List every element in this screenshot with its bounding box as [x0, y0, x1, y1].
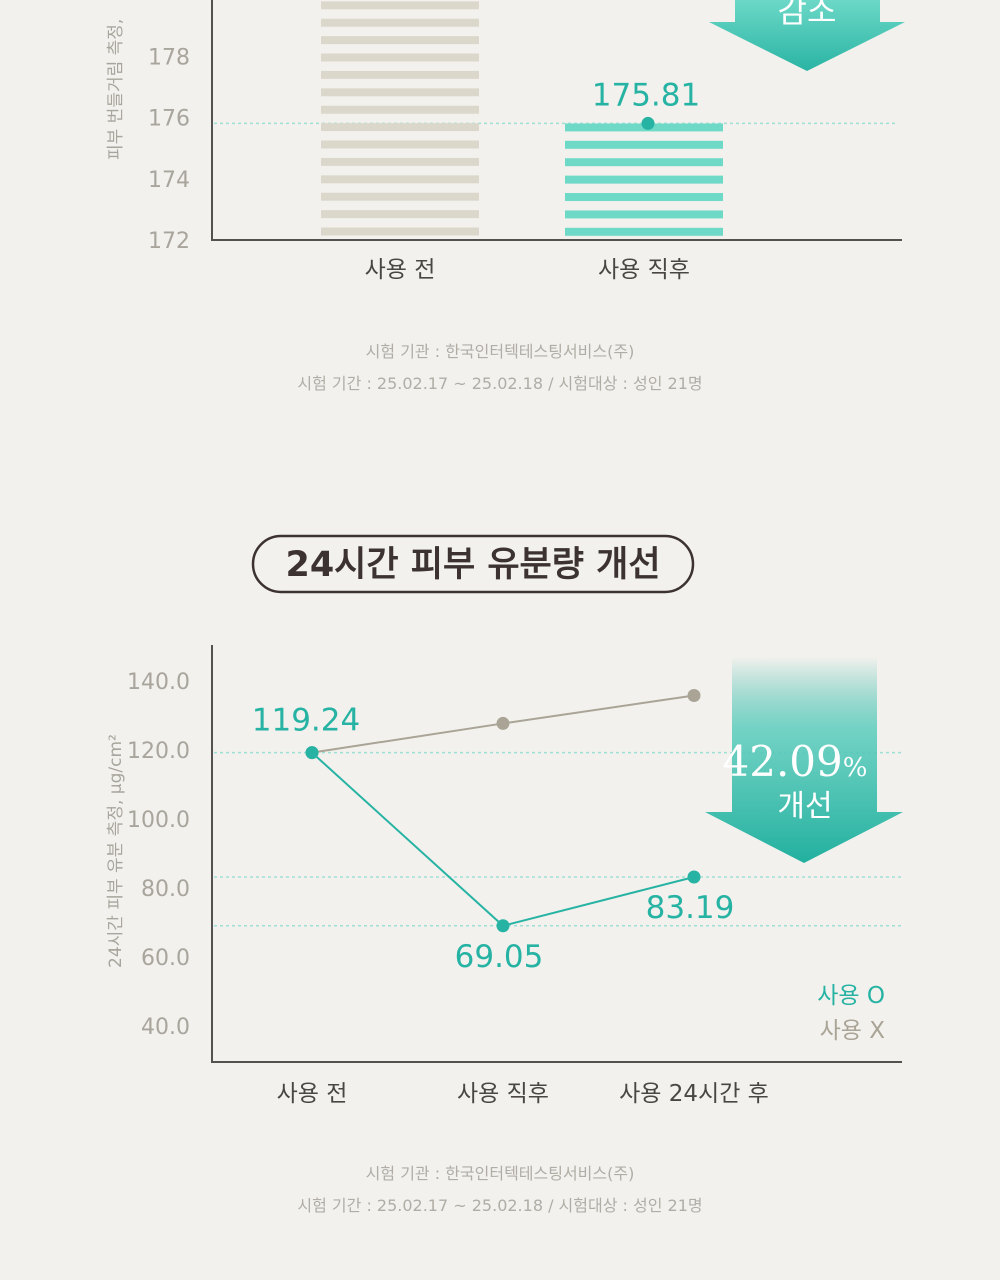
- series-line-0: [311, 751, 695, 927]
- decrease-arrow-icon: [709, 0, 905, 71]
- improvement-label: 개선: [777, 789, 832, 824]
- bar-0: [321, 1, 479, 240]
- y-tick-label: 60.0: [141, 946, 190, 971]
- series-points: [305, 688, 701, 933]
- decrease-arrow: 감소: [709, 0, 905, 71]
- test-institution-note-2: 시험 기관 : 한국인터텍테스팅서비스(주): [366, 1164, 635, 1183]
- title-pill: [251, 534, 695, 594]
- y-tick-label: 40.0: [141, 1015, 190, 1040]
- y-axis-label: 24시간 피부 유분 측정, μg/cm²: [106, 734, 126, 968]
- series-lines: [311, 694, 695, 927]
- chart-title: 24시간 피부 유분량 개선: [285, 545, 660, 585]
- y-axis-ticks: 40.0 60.0 80.0 100.0 120.0 140.0: [127, 670, 190, 1040]
- series-0-point: [305, 746, 319, 760]
- series-1-point: [687, 688, 701, 702]
- y-tick-label: 140.0: [127, 670, 190, 695]
- data-label: 83.19: [646, 890, 735, 926]
- y-tick-label: 176: [148, 107, 190, 132]
- series-0-point: [687, 870, 701, 884]
- improvement-arrow: 42.09% 개선: [705, 657, 903, 863]
- bars: [321, 1, 723, 240]
- y-axis-label: 피부 번들거림 측정,: [106, 19, 126, 160]
- data-labels: 175.81: [592, 77, 700, 130]
- legend: 사용 O 사용 X: [817, 983, 885, 1044]
- y-tick-label: 120.0: [127, 739, 190, 764]
- test-period-note-2: 시험 기간 : 25.02.17 ~ 25.02.18 / 시험대상 : 성인 …: [297, 1196, 702, 1215]
- data-label: 69.05: [455, 939, 544, 975]
- line-chart-oil-24h: 24시간 피부 유분량 개선 40.0 60.0 80.0 100.0 120.0 140…: [106, 534, 903, 1215]
- x-tick-label: 사용 전: [277, 1081, 348, 1107]
- reference-lines: [214, 751, 903, 927]
- series-1-point: [496, 716, 510, 730]
- x-axis-ticks: 사용 전 사용 직후: [365, 257, 690, 283]
- data-point: [641, 116, 655, 130]
- data-label: 175.81: [592, 77, 700, 113]
- data-labels: 119.24 69.05 83.19: [252, 703, 735, 975]
- x-tick-label: 사용 직후: [457, 1081, 549, 1107]
- data-label: 119.24: [252, 703, 360, 739]
- x-tick-label: 사용 전: [365, 257, 436, 283]
- series-0-point: [496, 919, 510, 933]
- y-tick-label: 80.0: [141, 877, 190, 902]
- x-tick-label: 사용 24시간 후: [619, 1081, 769, 1107]
- improvement-arrow-icon: [705, 657, 903, 863]
- legend-not-used: 사용 X: [820, 1018, 886, 1044]
- legend-used: 사용 O: [817, 983, 885, 1009]
- y-tick-label: 100.0: [127, 808, 190, 833]
- decrease-arrow-label: 감소: [778, 0, 837, 30]
- x-axis-ticks: 사용 전 사용 직후 사용 24시간 후: [277, 1081, 769, 1107]
- improvement-value: 42.09%: [723, 737, 868, 786]
- y-tick-label: 172: [148, 229, 190, 254]
- test-period-note: 시험 기간 : 25.02.17 ~ 25.02.18 / 시험대상 : 성인 …: [297, 374, 702, 393]
- y-tick-label: 174: [148, 168, 190, 193]
- y-tick-label: 178: [148, 45, 190, 70]
- bar-chart-oiliness: 172 174 176 178 피부 번들거림 측정, 사용 전 사용 직후 175.8…: [106, 0, 905, 393]
- test-institution-note: 시험 기관 : 한국인터텍테스팅서비스(주): [366, 342, 635, 361]
- y-axis-ticks: 172 174 176 178: [148, 45, 190, 254]
- x-tick-label: 사용 직후: [598, 257, 690, 283]
- bar-1: [565, 123, 723, 240]
